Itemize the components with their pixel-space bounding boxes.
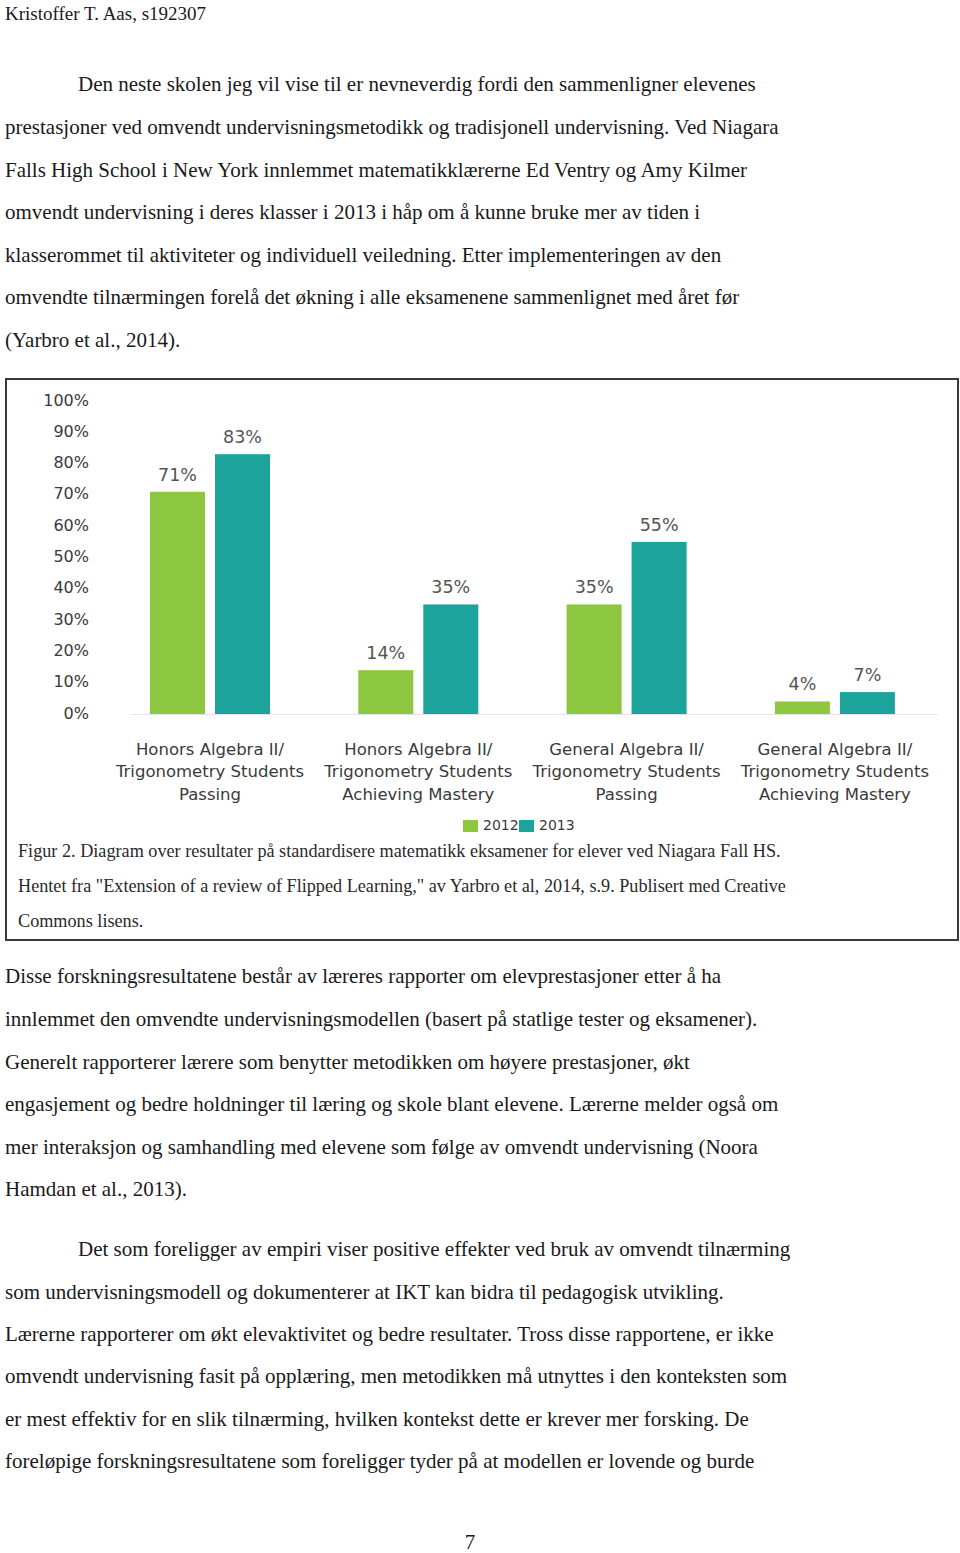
paragraph-line: som undervisningsmodell og dokumenterer … — [5, 1280, 724, 1305]
data-label: 7% — [854, 665, 882, 685]
caption-line: Hentet fra "Extension of a review of Fli… — [18, 876, 786, 898]
caption-line: Commons lisens. — [18, 911, 143, 933]
category-label-line: Trigonometry Students — [532, 762, 721, 781]
y-tick-label: 100% — [43, 391, 89, 410]
y-tick-label: 30% — [53, 610, 89, 629]
baseline — [130, 714, 938, 715]
paragraph-line: prestasjoner ved omvendt undervisningsme… — [5, 115, 779, 140]
y-tick-label: 60% — [53, 516, 89, 535]
y-tick-label: 90% — [53, 422, 89, 441]
header-author: Kristoffer T. Aas, s192307 — [5, 3, 206, 26]
paragraph-line: Det som foreligger av empiri viser posit… — [78, 1237, 790, 1262]
bar — [840, 692, 895, 714]
data-label: 4% — [789, 674, 817, 694]
paragraph-line: omvendte tilnærmingen forelå det økning … — [5, 285, 739, 310]
paragraph-line: Generelt rapporterer lærere som benytter… — [5, 1050, 690, 1075]
y-tick-label: 20% — [53, 641, 89, 660]
category-label-line: Achieving Mastery — [342, 785, 494, 804]
category-label-line: Passing — [179, 785, 241, 804]
y-tick-label: 50% — [53, 547, 89, 566]
paragraph-line: Falls High School i New York innlemmet m… — [5, 158, 747, 183]
y-tick-label: 10% — [53, 672, 89, 691]
category-label-line: General Algebra II/ — [549, 740, 704, 759]
paragraph-line: mer interaksjon og samhandling med eleve… — [5, 1135, 758, 1160]
paragraph-line: innlemmet den omvendte undervisningsmode… — [5, 1007, 757, 1032]
category-label-line: Trigonometry Students — [115, 762, 304, 781]
page-number: 7 — [0, 1530, 940, 1553]
y-tick-label: 0% — [64, 704, 89, 723]
page: Kristoffer T. Aas, s192307 Den neste skol… — [0, 0, 960, 1553]
category-label: General Algebra II/Trigonometry Students… — [532, 740, 721, 804]
category-label: Honors Algebra II/Trigonometry Students P… — [115, 740, 304, 804]
category-label-line: Passing — [596, 785, 658, 804]
paragraph-line: Den neste skolen jeg vil vise til er nev… — [78, 72, 756, 97]
paragraph-line: engasjement og bedre holdninger til læri… — [5, 1092, 778, 1117]
data-label: 83% — [223, 427, 262, 447]
legend-label: 2013 — [539, 817, 575, 833]
paragraph-line: Disse forskningsresultatene består av læ… — [5, 964, 721, 989]
bar — [632, 542, 687, 714]
bar — [215, 454, 270, 714]
legend-item: 2013 — [519, 817, 575, 833]
bar-chart: 0% 10% 20% 30% 40% 50% 60% 70% 80% 90% 100% 71% 14% 3… — [0, 380, 960, 850]
category-label: Honors Algebra II/Trigonometry Students A… — [323, 740, 512, 804]
data-label: 55% — [640, 515, 679, 535]
bar — [358, 670, 413, 714]
paragraph-line: klasserommet til aktiviteter og individu… — [5, 243, 721, 268]
category-label-line: Honors Algebra II/ — [136, 740, 285, 759]
data-label: 14% — [366, 643, 405, 663]
paragraph-line: Lærerne rapporterer om økt elevaktivitet… — [5, 1322, 774, 1347]
y-tick-label: 70% — [53, 484, 89, 503]
category-label-line: Trigonometry Students — [740, 762, 929, 781]
legend-item: 2012 — [463, 817, 519, 833]
category-label: General Algebra II/Trigonometry Students… — [740, 740, 929, 804]
data-label: 71% — [158, 465, 197, 485]
paragraph-line: (Yarbro et al., 2014). — [5, 328, 180, 353]
data-label: 35% — [575, 577, 614, 597]
paragraph-line: Hamdan et al., 2013). — [5, 1177, 187, 1202]
bar — [150, 492, 205, 714]
bar — [423, 604, 478, 714]
bar — [567, 604, 622, 714]
paragraph-line: omvendt undervisning i deres klasser i 2… — [5, 200, 700, 225]
legend-swatch — [519, 820, 534, 832]
category-label-line: Achieving Mastery — [759, 785, 911, 804]
category-label-line: Honors Algebra II/ — [344, 740, 493, 759]
caption-line: Figur 2. Diagram over resultater på stan… — [18, 841, 781, 863]
y-tick-label: 40% — [53, 578, 89, 597]
category-label-line: Trigonometry Students — [323, 762, 512, 781]
data-label: 35% — [431, 577, 470, 597]
paragraph-line: foreløpige forskningsresultatene som for… — [5, 1449, 754, 1474]
y-tick-label: 80% — [53, 453, 89, 472]
category-label-line: General Algebra II/ — [758, 740, 913, 759]
bars — [150, 454, 895, 714]
paragraph-line: er mest effektiv for en slik tilnærming,… — [5, 1407, 749, 1432]
legend-swatch — [463, 820, 478, 832]
bar — [775, 701, 830, 714]
paragraph-line: omvendt undervisning fasit på opplæring,… — [5, 1364, 787, 1389]
legend-label: 2012 — [483, 817, 519, 833]
